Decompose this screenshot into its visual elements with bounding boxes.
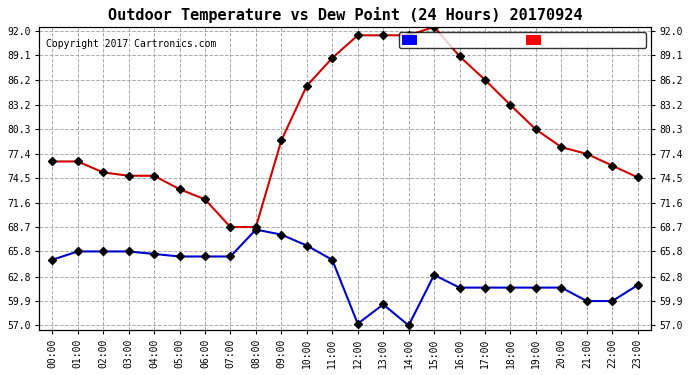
Title: Outdoor Temperature vs Dew Point (24 Hours) 20170924: Outdoor Temperature vs Dew Point (24 Hou… bbox=[108, 7, 582, 23]
Text: Copyright 2017 Cartronics.com: Copyright 2017 Cartronics.com bbox=[46, 39, 216, 49]
Legend: Dew Point (°F), Temperature (°F): Dew Point (°F), Temperature (°F) bbox=[400, 32, 646, 48]
